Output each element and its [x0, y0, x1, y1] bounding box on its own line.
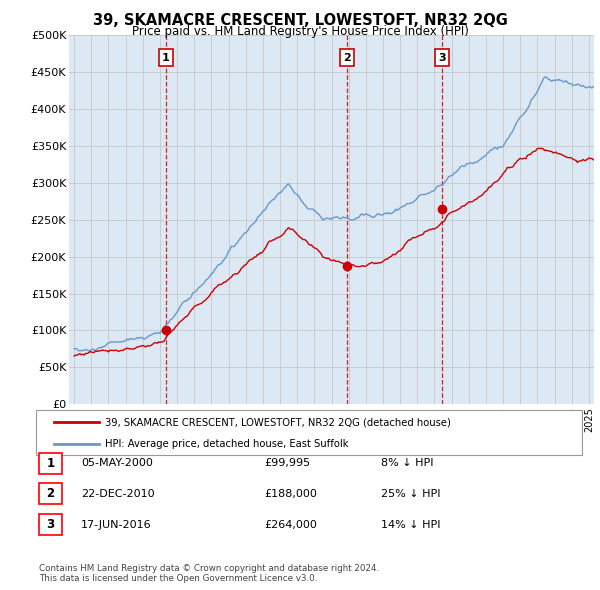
Text: 2: 2 [46, 487, 55, 500]
Text: 8% ↓ HPI: 8% ↓ HPI [381, 458, 433, 468]
Text: 1: 1 [46, 457, 55, 470]
Text: 17-JUN-2016: 17-JUN-2016 [81, 520, 152, 529]
Text: Price paid vs. HM Land Registry's House Price Index (HPI): Price paid vs. HM Land Registry's House … [131, 25, 469, 38]
Text: 1: 1 [162, 53, 170, 63]
Text: 39, SKAMACRE CRESCENT, LOWESTOFT, NR32 2QG: 39, SKAMACRE CRESCENT, LOWESTOFT, NR32 2… [92, 13, 508, 28]
Text: 3: 3 [46, 518, 55, 531]
Text: 2: 2 [343, 53, 351, 63]
Text: 22-DEC-2010: 22-DEC-2010 [81, 489, 155, 499]
Text: £264,000: £264,000 [264, 520, 317, 529]
Text: 3: 3 [439, 53, 446, 63]
Text: £188,000: £188,000 [264, 489, 317, 499]
Text: Contains HM Land Registry data © Crown copyright and database right 2024.
This d: Contains HM Land Registry data © Crown c… [39, 563, 379, 583]
Text: HPI: Average price, detached house, East Suffolk: HPI: Average price, detached house, East… [105, 439, 349, 449]
Text: 14% ↓ HPI: 14% ↓ HPI [381, 520, 440, 529]
Text: £99,995: £99,995 [264, 458, 310, 468]
Text: 39, SKAMACRE CRESCENT, LOWESTOFT, NR32 2QG (detached house): 39, SKAMACRE CRESCENT, LOWESTOFT, NR32 2… [105, 417, 451, 427]
Text: 05-MAY-2000: 05-MAY-2000 [81, 458, 153, 468]
Text: 25% ↓ HPI: 25% ↓ HPI [381, 489, 440, 499]
